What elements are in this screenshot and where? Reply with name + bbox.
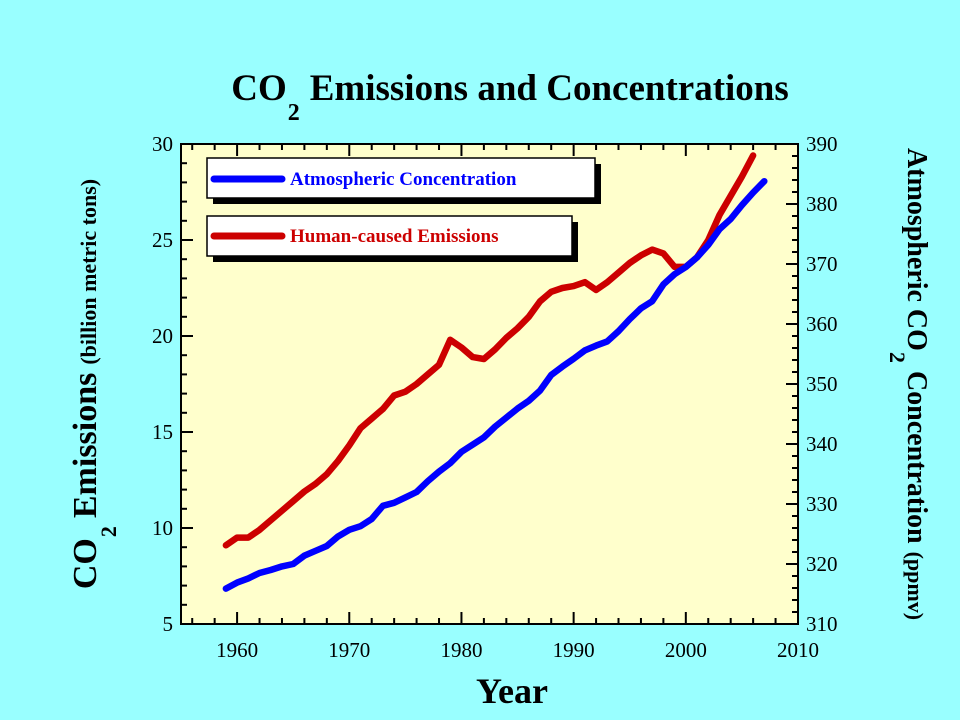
y-right-tick-label: 340 (806, 432, 838, 456)
x-axis-label: Year (476, 671, 548, 711)
y-left-tick-label: 20 (152, 324, 173, 348)
legend-label-concentration: Atmospheric Concentration (290, 169, 517, 190)
x-tick-label: 2010 (777, 638, 819, 662)
x-tick-label: 2000 (665, 638, 707, 662)
svg-text:CO2Emissions(billion metric to: CO2 Emissions (billion metric tons) (67, 179, 121, 589)
y-right-tick-label: 390 (806, 132, 838, 156)
x-tick-label: 1990 (553, 638, 595, 662)
y-right-axis-label: Atmospheric CO2 Concentration (ppmv) (885, 148, 932, 620)
x-tick-label: 1980 (440, 638, 482, 662)
y-right-tick-label: 350 (806, 372, 838, 396)
chart-title: CO2 Emissions and Concentrations (231, 68, 789, 126)
y-right-tick-label: 380 (806, 192, 838, 216)
y-left-tick-label: 15 (152, 420, 173, 444)
x-tick-label: 1960 (216, 638, 258, 662)
y-left-label-main: Emissions (67, 373, 104, 519)
y-right-tick-label: 370 (806, 252, 838, 276)
title-rest: Emissions and Concentrations (310, 68, 789, 109)
legend-label-emissions: Human-caused Emissions (290, 226, 499, 247)
svg-text:Atmospheric CO2Concentration(p: Atmospheric CO2 Concentration (ppmv) (885, 148, 932, 620)
legend-item-concentration: Atmospheric Concentration (206, 157, 601, 204)
x-tick-label: 1970 (328, 638, 370, 662)
y-left-label-units: (billion metric tons) (76, 179, 101, 365)
y-right-tick-label: 360 (806, 312, 838, 336)
y-left-label-subscript: 2 (96, 526, 121, 537)
y-right-tick-label: 320 (806, 552, 838, 576)
y-left-tick-label: 30 (152, 132, 173, 156)
axis-layer: 1960 1970 1980 1990 2000 2010 5 10 15 20 25 30 310 32… (152, 132, 838, 662)
y-right-tick-label: 330 (806, 492, 838, 516)
y-left-tick-label: 5 (163, 612, 174, 636)
y-left-tick-label: 25 (152, 228, 173, 252)
legend: Atmospheric Concentration Human-caused E… (206, 157, 601, 262)
y-right-label-prefix: Atmospheric CO (901, 148, 932, 351)
title-subscript: 2 (288, 100, 300, 126)
y-left-tick-label: 10 (152, 516, 173, 540)
series-line-atmospheric-concentration (222, 177, 768, 592)
y-right-label-subscript: 2 (885, 352, 910, 363)
y-right-label-units: (ppmv) (903, 552, 928, 620)
y-right-tick-label: 310 (806, 612, 838, 636)
series-layer (222, 152, 768, 592)
y-left-axis-label: CO2 Emissions (billion metric tons) (67, 179, 121, 589)
legend-item-emissions: Human-caused Emissions (206, 215, 578, 262)
y-left-label-prefix: CO (67, 538, 104, 589)
y-right-label-main: Concentration (901, 371, 932, 544)
series-line-human-caused-emissions (222, 152, 757, 549)
title-prefix: CO (231, 68, 287, 109)
